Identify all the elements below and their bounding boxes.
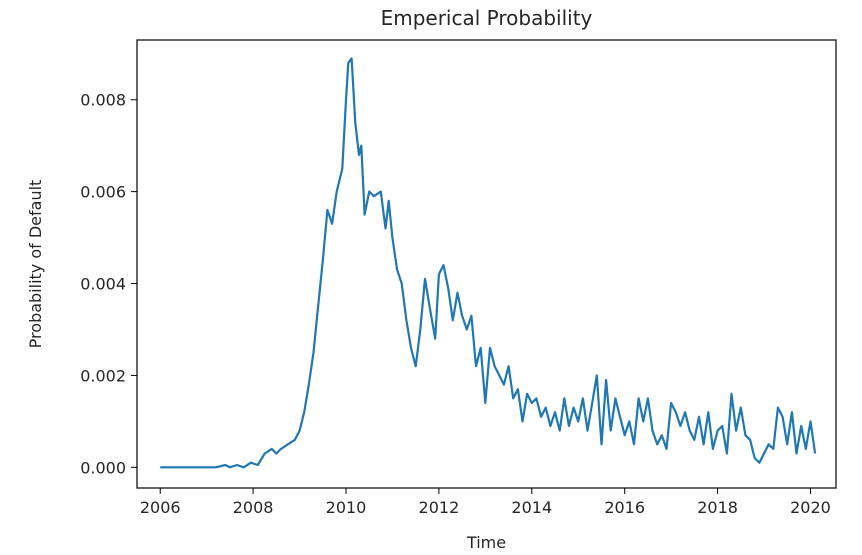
- x-tick-label: 2008: [233, 498, 274, 517]
- x-tick-label: 2018: [697, 498, 738, 517]
- x-axis-label: Time: [466, 533, 506, 552]
- x-tick-label: 2014: [511, 498, 552, 517]
- x-tick-label: 2012: [419, 498, 460, 517]
- plot-area: [160, 57, 817, 469]
- y-tick-label: 0.006: [80, 183, 126, 202]
- x-tick-label: 2010: [326, 498, 367, 517]
- x-tick-label: 2016: [604, 498, 645, 517]
- y-tick-label: 0.008: [80, 91, 126, 110]
- y-axis-label: Probability of Default: [26, 180, 45, 349]
- x-tick-label: 2020: [790, 498, 831, 517]
- y-axis: 0.000 0.002 0.004 0.006 0.008: [80, 91, 137, 477]
- x-tick-label: 2006: [140, 498, 181, 517]
- x-axis: 2006 2008 2010 2012 2014 2016 2018 2020: [140, 488, 831, 517]
- y-tick-label: 0.002: [80, 366, 126, 385]
- y-tick-label: 0.000: [80, 458, 126, 477]
- chart-title: Emperical Probability: [381, 6, 593, 30]
- axes-frame: [136, 39, 837, 489]
- series-line-0: [160, 57, 817, 469]
- y-tick-label: 0.004: [80, 275, 126, 294]
